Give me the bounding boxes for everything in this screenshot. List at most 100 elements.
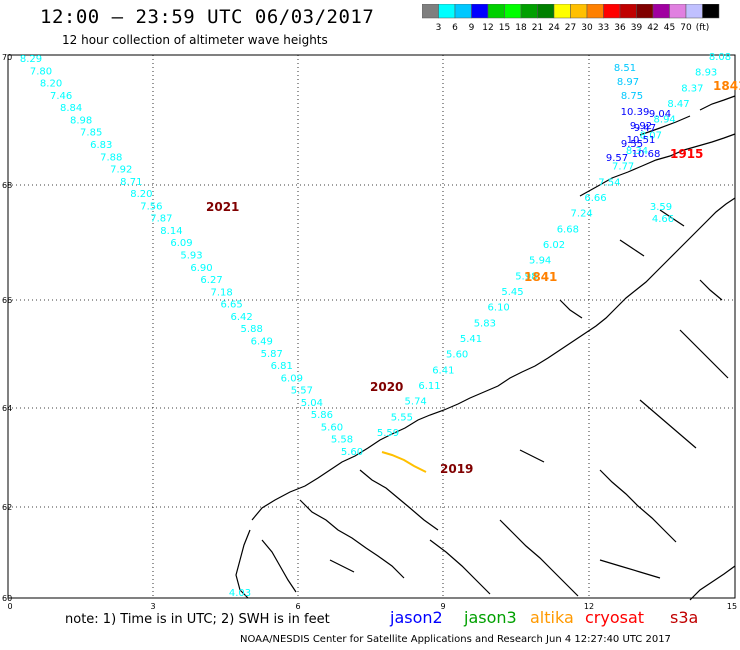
y-tick-label: 70 [2,53,12,62]
coastline-segment [639,399,697,449]
coastline-segment [699,95,736,111]
wave-height-label: 7.88 [100,152,122,163]
colorbar-label: 3 [436,23,442,33]
coastline-segment [599,469,677,543]
wave-height-label: 5.04 [301,398,323,409]
coastline-segment [499,519,579,597]
coastline-segment [579,133,736,197]
wave-height-label: 6.68 [557,224,579,235]
coastline-segment [299,499,405,579]
x-tick-label: 6 [295,602,300,611]
wave-height-label: 9.47 [634,123,656,134]
colorbar-label: 18 [515,23,527,33]
wave-height-label: 5.87 [261,349,283,360]
track-id-label: 2020 [370,380,403,394]
coastline [235,95,736,601]
wave-height-label: 4.66 [652,214,674,225]
wave-height-label: 5.60 [321,422,343,433]
wave-height-label: 8.93 [695,68,717,79]
wave-height-label: 5.55 [391,412,413,423]
colorbar-swatch [702,4,720,19]
wave-height-label: 7.85 [80,128,102,139]
wave-height-label: 6.65 [220,300,242,311]
footer-note: note: 1) Time is in UTC; 2) SWH is in fe… [65,612,330,627]
track-id-label: 1915 [670,147,703,161]
x-tick-label: 12 [584,602,594,611]
y-tick-label: 68 [2,181,12,190]
coastline-segment [599,559,661,579]
legend-entry-s3a: s3a [670,608,699,627]
colorbar-label: 9 [469,23,475,33]
colorbar-label: 6 [452,23,458,33]
wave-height-label: 5.98 [515,271,537,282]
colorbar-label: 21 [532,23,543,33]
y-tick-label: 60 [2,594,12,603]
wave-height-label: 7.46 [50,91,72,102]
wave-height-label: 3.59 [650,202,672,213]
wave-height-label: 5.59 [377,428,399,439]
wave-height-label: 8.97 [617,77,639,88]
wave-height-label: 5.83 [474,318,496,329]
altika-track-marks [381,451,427,473]
wave-height-label: 6.09 [281,373,303,384]
track-1841: 3.594.66 1841 [524,202,674,284]
wave-height-label: 6.42 [231,312,253,323]
x-tick-label: 0 [7,602,12,611]
map-axes: 0 3 6 9 12 15 70 68 66 64 62 60 [2,53,737,611]
coastline-segment [519,449,545,463]
wave-height-label: 4.03 [229,588,251,599]
x-tick-label: 3 [150,602,155,611]
track-id-label: 2021 [206,200,239,214]
coastline-segment [639,115,691,136]
coastline-segment [235,529,251,599]
track-id-label: 1841 [713,79,740,93]
colorbar-label: 45 [664,23,675,33]
wave-height-label: 7.77 [612,162,634,173]
wave-height-label: 8.37 [681,83,703,94]
wave-height-label: 5.57 [291,386,313,397]
wave-height-label: 8.14 [160,226,182,237]
colorbar-label: 33 [598,23,609,33]
colorbar-label: 39 [631,23,643,33]
chart-title: 12:00 — 23:59 UTC 06/03/2017 [40,6,375,28]
wave-height-label: 5.93 [180,251,202,262]
wave-height-label: 5.45 [501,287,523,298]
wave-height-label: 6.27 [200,275,222,286]
wave-height-label: 5.86 [311,410,333,421]
coastline-segment [659,209,685,227]
colorbar-label: 24 [548,23,560,33]
y-tick-label: 62 [2,503,12,512]
track-south: 4.03 [229,588,251,599]
wave-height-label: 5.94 [529,256,551,267]
wave-height-label: 5.58 [331,435,353,446]
wave-height-label: 8.20 [40,79,62,90]
colorbar-label: 70 [680,23,692,33]
wave-height-label: 9.57 [606,153,628,164]
wave-height-label: 6.66 [584,193,606,204]
wave-height-label: 6.49 [251,336,273,347]
wave-height-label: 7.18 [210,287,232,298]
track-1915: 8.51 8.97 8.75 10.39 9.049.929.4710.519.5510… [606,63,704,164]
colorbar-label: 36 [614,23,626,33]
y-tick-label: 66 [2,296,12,305]
wave-height-label: 8.51 [614,63,636,74]
coastline-segment [329,559,355,573]
track-2019: 2019 [440,462,473,476]
coastline-segment [679,329,729,379]
colorbar-label: 27 [565,23,576,33]
altika-track-line [381,451,427,473]
map-frame [7,54,736,599]
wave-height-label: 10.68 [632,149,661,160]
wave-height-label: 8.34 [626,146,648,157]
wave-height-label: 5.41 [460,334,482,345]
wave-height-label: 6.90 [190,263,212,274]
track-2020: 8.08 8.93 8.37 8.47 8.94 8.07 8.34 7.77 7.54 6.66… [370,52,731,439]
coastline-segment [689,565,736,601]
legend-entry-cryosat: cryosat [585,608,645,627]
wave-height-label: 7.92 [110,165,132,176]
legend-entry-altika: altika [530,608,574,627]
track-id-label: 2019 [440,462,473,476]
track-2021: 8.297.808.207.468.848.987.856.837.887.92… [20,54,363,458]
wave-height-label: 5.74 [405,397,427,408]
